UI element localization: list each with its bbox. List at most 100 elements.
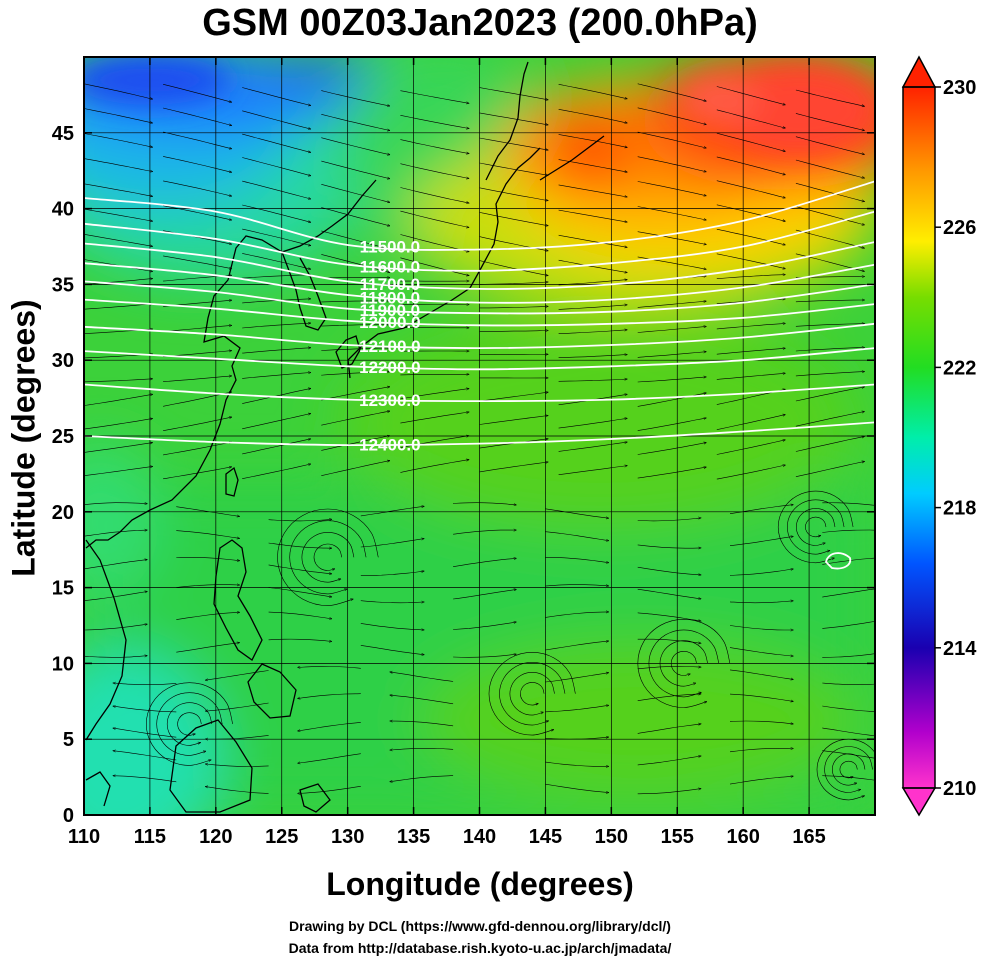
height-contour-line xyxy=(84,280,875,315)
colorbar-tick-label: 218 xyxy=(943,498,976,520)
streamline xyxy=(84,466,153,476)
streamline xyxy=(242,439,311,455)
colorbar-tick-label: 230 xyxy=(943,77,976,99)
streamline xyxy=(268,519,332,522)
x-tick-label: 165 xyxy=(792,826,825,848)
streamline xyxy=(648,629,720,698)
height-contour-line xyxy=(84,421,875,447)
streamline xyxy=(166,702,213,746)
streamline xyxy=(509,671,555,716)
streamline xyxy=(637,156,707,172)
streamline xyxy=(637,638,701,643)
streamline xyxy=(729,601,793,604)
streamline xyxy=(242,348,311,354)
streamline xyxy=(205,702,269,711)
streamline xyxy=(558,466,628,475)
streamline xyxy=(637,666,701,670)
streamline xyxy=(453,589,516,600)
streamline xyxy=(84,133,153,148)
streamline xyxy=(795,159,865,178)
streamline xyxy=(242,464,311,479)
streamline xyxy=(558,109,628,123)
streamline xyxy=(545,737,608,740)
streamline xyxy=(716,275,786,279)
streamline xyxy=(479,260,549,276)
streamline xyxy=(716,253,786,269)
colorbar-max-arrow xyxy=(901,55,937,88)
streamline xyxy=(479,392,549,402)
streamline xyxy=(795,436,865,452)
x-tick-label: 110 xyxy=(68,826,100,848)
streamline xyxy=(321,90,390,106)
x-tick-label: 160 xyxy=(726,826,759,848)
streamline xyxy=(729,693,793,701)
streamline xyxy=(816,738,875,801)
y-tick-label: 15 xyxy=(52,578,74,600)
streamline xyxy=(729,720,793,724)
streamline xyxy=(84,530,147,537)
streamline xyxy=(729,776,793,785)
colorbar-tick-label: 214 xyxy=(943,638,977,660)
streamline xyxy=(84,108,153,124)
streamline xyxy=(558,280,628,286)
streamline xyxy=(716,156,786,175)
x-axis: 110 115 120 125 130 135 140 145 150 155 160 165 xyxy=(68,57,826,848)
streamline xyxy=(84,304,153,310)
x-tick-label: 120 xyxy=(199,826,232,848)
streamline xyxy=(176,643,239,653)
x-tick-label: 130 xyxy=(331,826,364,848)
streamline xyxy=(558,159,628,173)
streamline xyxy=(795,461,865,477)
streamline xyxy=(321,372,390,376)
streamline xyxy=(268,564,332,574)
streamline xyxy=(545,783,608,792)
streamline xyxy=(558,305,628,310)
streamline xyxy=(400,412,469,424)
streamline xyxy=(795,229,865,248)
streamline xyxy=(453,558,516,567)
y-tick-label: 25 xyxy=(52,426,74,448)
streamline xyxy=(242,373,311,379)
streamline xyxy=(637,694,701,701)
streamline xyxy=(277,508,379,606)
streamline xyxy=(479,87,549,100)
streamline xyxy=(242,204,311,222)
coastline-taiwan xyxy=(225,466,239,497)
contour-label: 12100.0 xyxy=(359,337,420,356)
streamline xyxy=(360,600,424,603)
streamline xyxy=(558,84,628,99)
streamline xyxy=(729,505,793,514)
streamline xyxy=(163,84,232,102)
streamline xyxy=(163,205,232,220)
streamline xyxy=(242,87,311,106)
y-axis: 0 5 10 15 20 25 30 35 40 45 xyxy=(52,123,875,827)
height-contour-line xyxy=(84,383,875,403)
streamline xyxy=(84,158,153,172)
streamline xyxy=(84,748,85,749)
streamline xyxy=(113,751,177,761)
height-contour-line xyxy=(84,322,875,350)
streamline xyxy=(545,557,608,562)
streamline xyxy=(84,379,153,383)
streamline xyxy=(321,278,390,279)
streamline xyxy=(242,133,311,152)
streamline xyxy=(637,756,701,766)
streamline xyxy=(479,282,549,285)
streamline xyxy=(637,618,731,708)
streamline xyxy=(716,348,786,355)
streamline xyxy=(360,645,424,654)
streamline xyxy=(637,181,707,196)
streamline xyxy=(163,376,232,382)
streamline xyxy=(176,556,239,560)
streamline xyxy=(729,647,793,657)
colorbar-ramp xyxy=(903,87,935,788)
streamline xyxy=(177,712,202,736)
streamline xyxy=(637,131,707,148)
streamline xyxy=(795,89,865,106)
streamline xyxy=(545,673,608,683)
streamline xyxy=(113,706,177,713)
streamline xyxy=(824,746,873,793)
colorbar: 210 214 218 222 226 230 xyxy=(901,55,977,817)
streamline xyxy=(795,508,836,546)
streamline xyxy=(558,184,628,197)
